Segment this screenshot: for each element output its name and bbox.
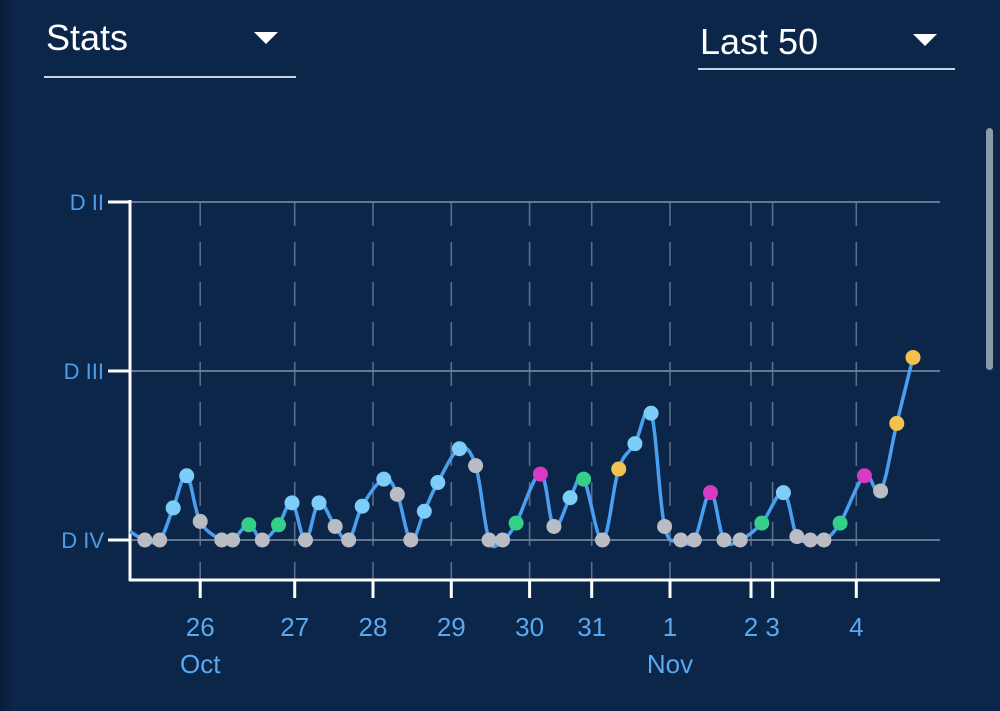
data-point-yellow (905, 349, 921, 365)
data-point-green (241, 517, 257, 533)
data-point-light-blue (627, 436, 643, 452)
data-point-gray (389, 486, 405, 502)
data-point-light-blue (284, 495, 300, 511)
match-range-dropdown[interactable]: Last 50 (698, 20, 955, 70)
data-point-gray (789, 529, 805, 545)
x-tick-label-4: 4 (849, 612, 863, 642)
data-point-gray (214, 532, 230, 548)
data-point-gray (657, 518, 673, 534)
left-edge-shadow (0, 0, 16, 711)
data-point-gray (254, 532, 270, 548)
data-point-gray (152, 532, 168, 548)
data-point-gray (732, 532, 748, 548)
data-point-gray (802, 532, 818, 548)
data-point-green (508, 515, 524, 531)
data-point-green (271, 517, 286, 533)
data-point-light-blue (179, 468, 195, 484)
x-month-label-Nov: Nov (647, 649, 693, 679)
match-range-dropdown-value: Last 50 (700, 21, 819, 62)
data-point-gray (873, 483, 889, 499)
x-tick-label-30: 30 (515, 612, 544, 642)
data-point-light-blue (354, 498, 370, 514)
data-point-gray (327, 518, 343, 534)
y-tick-label: D III (64, 359, 104, 384)
data-point-gray (686, 532, 702, 548)
data-point-light-blue (376, 471, 392, 487)
data-point-green (576, 471, 592, 487)
data-point-light-blue (165, 500, 181, 516)
data-point-magenta (856, 468, 872, 484)
x-tick-label-31: 31 (577, 612, 606, 642)
data-point-gray (546, 518, 562, 534)
data-point-yellow (611, 461, 627, 477)
data-point-magenta (703, 485, 718, 501)
data-point-gray (403, 532, 419, 548)
x-tick-label-1: 1 (663, 612, 677, 642)
data-point-gray (673, 532, 689, 548)
data-point-light-blue (775, 485, 791, 501)
x-tick-label-3: 3 (765, 612, 779, 642)
data-point-light-blue (643, 405, 659, 421)
stat-type-dropdown-value: Stats (46, 17, 129, 58)
data-point-gray (192, 513, 208, 529)
data-point-gray (298, 532, 313, 548)
data-point-gray (225, 532, 241, 548)
data-point-light-blue (451, 441, 467, 457)
data-point-gray (595, 532, 610, 548)
data-point-light-blue (311, 495, 327, 511)
x-tick-label-29: 29 (437, 612, 466, 642)
y-tick-label: D II (70, 190, 104, 215)
data-point-gray (495, 532, 511, 548)
data-point-magenta (532, 466, 548, 482)
stat-type-dropdown[interactable]: Stats (44, 16, 296, 78)
data-point-light-blue (416, 503, 432, 519)
x-month-label-Oct: Oct (180, 649, 221, 679)
data-point-gray (816, 532, 832, 548)
x-tick-label-26: 26 (186, 612, 215, 642)
data-point-gray (137, 532, 153, 548)
data-point-gray (716, 532, 732, 548)
y-tick-label: D IV (61, 528, 104, 553)
data-point-gray (468, 458, 484, 474)
caret-down-icon (913, 34, 937, 46)
caret-down-icon (254, 32, 278, 44)
data-point-yellow (889, 415, 905, 431)
x-tick-label-28: 28 (359, 612, 388, 642)
data-point-gray (341, 532, 357, 548)
data-point-light-blue (430, 475, 446, 491)
vertical-scrollbar-thumb[interactable] (986, 128, 993, 370)
data-point-green (754, 515, 770, 531)
x-tick-label-2: 2 (744, 612, 758, 642)
data-point-light-blue (562, 490, 578, 506)
data-point-gray (481, 532, 497, 548)
data-point-green (832, 515, 848, 531)
x-tick-label-27: 27 (280, 612, 309, 642)
